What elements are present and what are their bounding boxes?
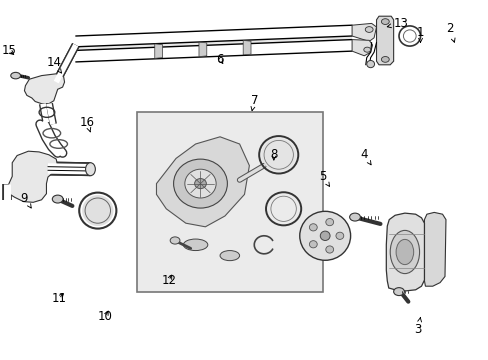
Ellipse shape xyxy=(194,179,206,189)
Ellipse shape xyxy=(335,232,343,239)
Ellipse shape xyxy=(173,159,227,208)
Text: 12: 12 xyxy=(161,274,176,287)
Ellipse shape xyxy=(170,237,180,244)
Polygon shape xyxy=(76,36,351,50)
Text: 3: 3 xyxy=(413,317,421,336)
Ellipse shape xyxy=(381,57,388,62)
Ellipse shape xyxy=(52,195,63,203)
Text: 8: 8 xyxy=(269,148,277,161)
Polygon shape xyxy=(154,44,162,58)
Polygon shape xyxy=(351,40,372,56)
Ellipse shape xyxy=(184,169,216,198)
Text: 5: 5 xyxy=(318,170,329,186)
Ellipse shape xyxy=(261,138,295,171)
Text: 9: 9 xyxy=(20,192,31,208)
Text: 4: 4 xyxy=(360,148,370,165)
Text: 14: 14 xyxy=(46,57,61,73)
Ellipse shape xyxy=(220,251,239,261)
Polygon shape xyxy=(156,137,249,227)
Bar xyxy=(137,112,322,292)
Text: 15: 15 xyxy=(1,44,16,57)
Polygon shape xyxy=(376,16,393,65)
Polygon shape xyxy=(243,40,250,55)
Polygon shape xyxy=(424,212,445,286)
Polygon shape xyxy=(199,42,206,57)
Polygon shape xyxy=(7,151,58,202)
Text: 16: 16 xyxy=(80,116,94,132)
Polygon shape xyxy=(24,74,64,104)
Ellipse shape xyxy=(393,288,404,296)
Ellipse shape xyxy=(85,163,95,176)
Ellipse shape xyxy=(325,246,333,253)
Ellipse shape xyxy=(309,224,317,231)
Ellipse shape xyxy=(183,239,207,251)
Ellipse shape xyxy=(366,60,374,68)
Ellipse shape xyxy=(389,230,419,274)
Polygon shape xyxy=(76,40,351,62)
Text: 7: 7 xyxy=(250,94,258,111)
Text: 6: 6 xyxy=(216,53,224,66)
Ellipse shape xyxy=(395,239,413,265)
Ellipse shape xyxy=(11,72,20,79)
Text: 1: 1 xyxy=(416,26,424,42)
Ellipse shape xyxy=(325,219,333,226)
Text: 2: 2 xyxy=(445,22,454,42)
Ellipse shape xyxy=(365,27,372,32)
Polygon shape xyxy=(76,25,351,47)
Text: 10: 10 xyxy=(98,310,112,323)
Text: 11: 11 xyxy=(51,292,66,305)
Ellipse shape xyxy=(299,211,350,260)
Polygon shape xyxy=(386,213,424,291)
Polygon shape xyxy=(351,23,376,41)
Text: 13: 13 xyxy=(386,17,407,30)
Ellipse shape xyxy=(363,47,370,52)
Ellipse shape xyxy=(82,195,113,226)
Ellipse shape xyxy=(309,241,317,248)
Ellipse shape xyxy=(320,231,329,240)
Ellipse shape xyxy=(349,213,360,221)
Ellipse shape xyxy=(381,19,388,24)
